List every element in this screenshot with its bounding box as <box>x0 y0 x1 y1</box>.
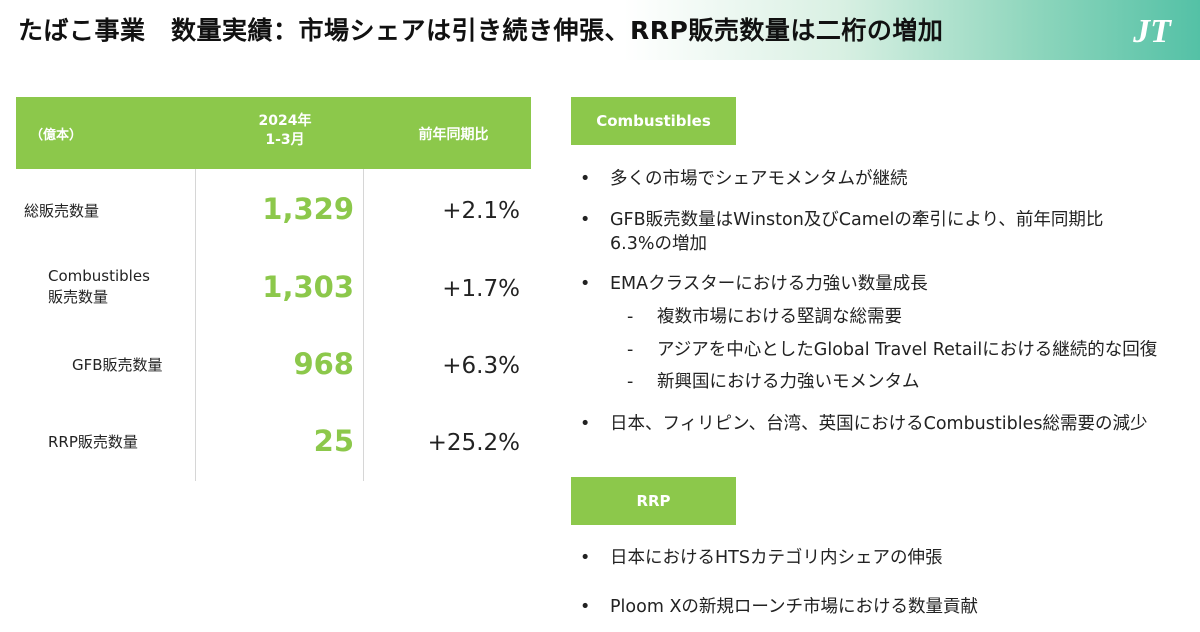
sub-bullet-text: 新興国における力強いモメンタム <box>657 372 920 392</box>
sub-bullet-dash: - <box>627 372 634 392</box>
bullet-dot: • <box>580 274 591 294</box>
row-value-total: 1,329 <box>262 192 354 226</box>
sub-bullet-text: アジアを中心としたGlobal Travel Retailにおける継続的な回復 <box>657 340 1158 360</box>
bullet-text: 多くの市場でシェアモメンタムが継続 <box>610 169 908 189</box>
combustibles-tag: Combustibles <box>571 97 736 145</box>
row-value-rrp: 25 <box>313 424 354 458</box>
unit-label: （億本） <box>30 128 83 143</box>
row-value-gfb: 968 <box>293 347 354 381</box>
row-yoy-rrp: +25.2% <box>427 430 520 456</box>
sub-bullet-text: 複数市場における堅調な総需要 <box>657 307 902 327</box>
row-yoy-combustibles: +1.7% <box>442 276 520 302</box>
page-title: たばこ事業 数量実績：市場シェアは引き続き伸張、RRP販売数量は二桁の増加 <box>18 16 944 45</box>
bullet-dot: • <box>580 597 591 617</box>
bullet-text: 日本、フィリピン、台湾、英国におけるCombustibles総需要の減少 <box>610 414 1148 434</box>
column-divider <box>195 169 196 481</box>
column-divider <box>363 169 364 481</box>
row-yoy-gfb: +6.3% <box>442 353 520 379</box>
svg-text:JT: JT <box>1132 13 1172 50</box>
bullet-dot: • <box>580 414 591 434</box>
bullet-text: 日本におけるHTSカテゴリ内シェアの伸張 <box>610 548 943 568</box>
bullet-text: GFB販売数量はWinston及びCamelの牽引により、前年同期比 <box>610 210 1104 230</box>
rrp-tag: RRP <box>571 477 736 525</box>
bullet-dot: • <box>580 210 591 230</box>
bullet-text: Ploom Xの新規ローンチ市場における数量貢献 <box>610 597 979 617</box>
row-yoy-total: +2.1% <box>442 198 520 224</box>
period-year: 2024年 <box>258 113 312 129</box>
bullet-text: EMAクラスターにおける力強い数量成長 <box>610 274 928 294</box>
period-months: 1-3月 <box>265 132 305 148</box>
yoy-header: 前年同期比 <box>418 127 489 143</box>
row-label-combustibles-line2: 販売数量 <box>48 288 109 306</box>
title-bar: たばこ事業 数量実績：市場シェアは引き続き伸張、RRP販売数量は二桁の増加 JT <box>0 0 1200 60</box>
row-value-combustibles: 1,303 <box>262 270 354 304</box>
sub-bullet-dash: - <box>627 340 634 360</box>
bullet-text: 6.3%の増加 <box>610 234 707 254</box>
row-label-rrp: RRP販売数量 <box>48 433 138 451</box>
row-label-total: 総販売数量 <box>24 202 100 220</box>
sub-bullet-dash: - <box>627 307 634 327</box>
bullet-dot: • <box>580 169 591 189</box>
table-header: （億本） 2024年 1-3月 前年同期比 <box>16 97 531 169</box>
row-label-combustibles-line1: Combustibles <box>48 267 150 285</box>
jt-logo: JT <box>1132 13 1172 50</box>
row-label-gfb: GFB販売数量 <box>72 356 163 374</box>
period-header: 2024年 1-3月 <box>226 112 344 150</box>
row-label-combustibles: Combustibles 販売数量 <box>48 266 150 308</box>
bullet-dot: • <box>580 548 591 568</box>
